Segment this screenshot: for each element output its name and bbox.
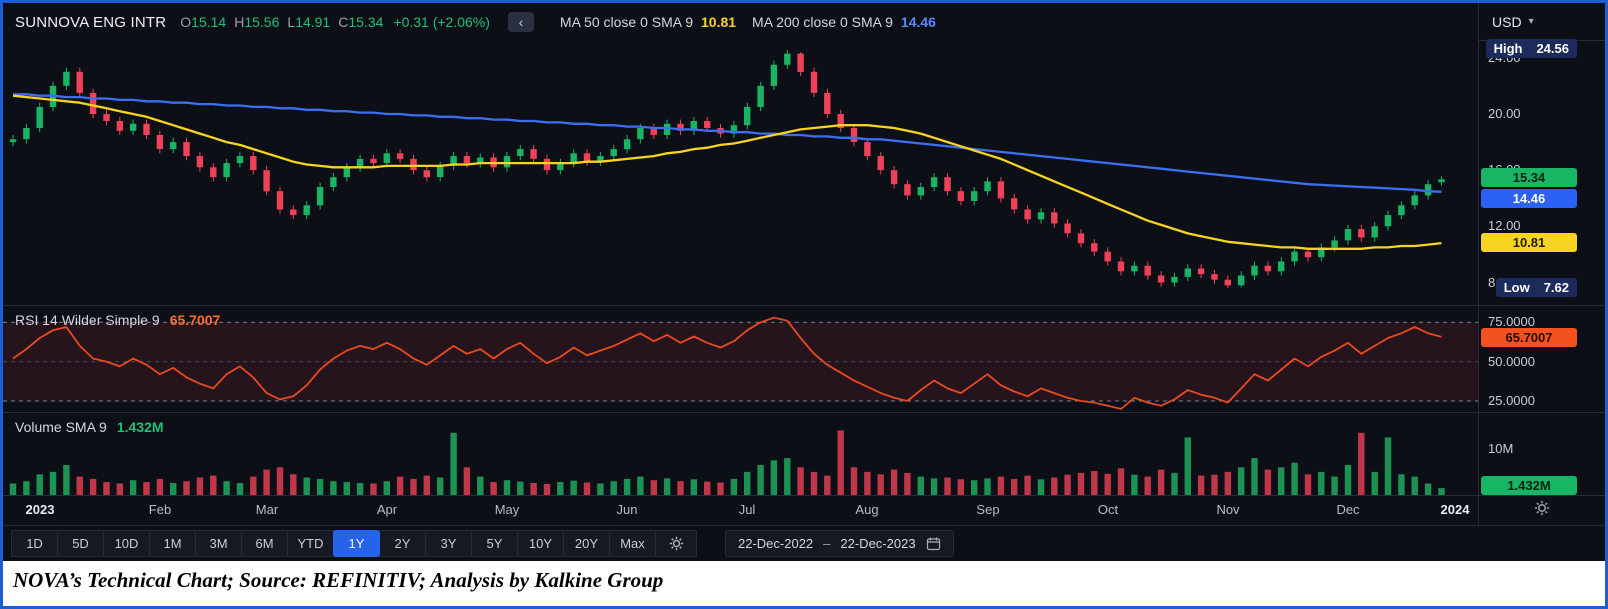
time-axis-label: Feb [148, 502, 172, 517]
volume-label: Volume SMA 9 [15, 419, 107, 435]
date-dash: – [823, 536, 831, 551]
range-button-5d[interactable]: 5D [57, 530, 104, 557]
range-button-max[interactable]: Max [609, 530, 656, 557]
date-range-picker[interactable]: 22-Dec-2022 – 22-Dec-2023 [725, 530, 954, 557]
date-from: 22-Dec-2022 [738, 536, 814, 551]
low-value: L14.91 [287, 14, 331, 30]
time-axis-label: May [494, 502, 520, 517]
range-button-1d[interactable]: 1D [11, 530, 58, 557]
time-axis-label: Sep [976, 502, 1000, 517]
date-to: 22-Dec-2023 [840, 536, 916, 551]
price-scale-column[interactable]: USD ▾ High 24.56 15.34 14.46 10.81 Low 7.6… [1478, 3, 1605, 525]
rsi-legend: RSI 14 Wilder Simple 9 65.7007 [15, 312, 220, 328]
calendar-icon [926, 536, 941, 551]
rsi-panel: RSI 14 Wilder Simple 9 65.7007 [3, 305, 1478, 412]
candles-layer [9, 49, 1445, 288]
range-button-20y[interactable]: 20Y [563, 530, 610, 557]
currency-selector[interactable]: USD ▾ [1478, 3, 1605, 41]
range-button-1y[interactable]: 1Y [333, 530, 380, 557]
panel-divider[interactable] [3, 305, 1605, 306]
range-button-5y[interactable]: 5Y [471, 530, 518, 557]
change-value: +0.31 (+2.06%) [393, 14, 490, 30]
price-scale-tick: 20.00 [1488, 106, 1521, 121]
chart-settings-gear-icon[interactable] [655, 530, 697, 557]
time-axis-label: 2024 [1440, 502, 1470, 517]
price-panel: SUNNOVA ENG INTR O15.14 H15.56 L14.91 C1… [3, 3, 1478, 305]
collapse-legend-button[interactable]: ‹ [507, 12, 534, 32]
time-axis-label: Mar [255, 502, 279, 517]
volume-bars [9, 430, 1445, 495]
ma50-line [12, 94, 1442, 250]
time-axis-label: Jul [738, 502, 756, 517]
close-value: C15.34 [338, 14, 384, 30]
chart-region: SUNNOVA ENG INTR O15.14 H15.56 L14.91 C1… [3, 3, 1605, 525]
time-axis[interactable]: 2023 Feb Mar Apr May Jun Jul Aug Sep Oct Nov Dec 202… [3, 495, 1478, 525]
range-button-2y[interactable]: 2Y [379, 530, 426, 557]
panel-divider[interactable] [3, 412, 1605, 413]
chevron-down-icon: ▾ [1528, 16, 1534, 27]
price-scale-tick: 12.00 [1488, 218, 1521, 233]
currency-label: USD [1492, 13, 1522, 30]
range-button-10d[interactable]: 10D [103, 530, 150, 557]
symbol-name: SUNNOVA ENG INTR [15, 13, 167, 31]
ma50-value: 10.81 [701, 14, 737, 30]
rsi-value: 65.7007 [169, 312, 221, 328]
scale-settings-gear-icon[interactable] [1534, 500, 1550, 516]
volume-scale-tick: 10M [1488, 441, 1514, 456]
caption: NOVA’s Technical Chart; Source: REFINITI… [3, 561, 1605, 606]
high-value: H15.56 [234, 14, 280, 30]
time-axis-label: Dec [1336, 502, 1360, 517]
open-value: O15.14 [180, 14, 227, 30]
last-price-badge: 15.34 [1481, 168, 1577, 187]
ma50-badge: 10.81 [1481, 233, 1577, 252]
volume-legend: Volume SMA 9 1.432M [15, 419, 164, 435]
high-badge: High 24.56 [1485, 39, 1577, 58]
time-axis-label: Nov [1216, 502, 1240, 517]
volume-panel: Volume SMA 9 1.432M [3, 412, 1478, 495]
time-axis-label: Apr [376, 502, 398, 517]
axis-divider [3, 495, 1605, 496]
range-button-1m[interactable]: 1M [149, 530, 196, 557]
range-button-3m[interactable]: 3M [195, 530, 242, 557]
time-axis-label: 2023 [25, 502, 55, 517]
ma200-value: 14.46 [900, 14, 936, 30]
toolbar: 1D 5D 10D 1M 3M 6M YTD 1Y 2Y 3Y 5Y 10Y 20Y Max 22-Dec… [3, 525, 1605, 561]
scale-divider [1478, 3, 1479, 525]
time-axis-label: Jun [616, 502, 638, 517]
range-button-10y[interactable]: 10Y [517, 530, 564, 557]
range-button-ytd[interactable]: YTD [287, 530, 334, 557]
volume-badge: 1.432M [1481, 476, 1577, 495]
volume-chart[interactable] [3, 412, 1478, 495]
time-axis-label: Oct [1097, 502, 1119, 517]
ma200-badge: 14.46 [1481, 189, 1577, 208]
ma200-label: MA 200 close 0 SMA 9 [752, 14, 893, 30]
volume-value: 1.432M [116, 419, 164, 435]
price-legend: SUNNOVA ENG INTR O15.14 H15.56 L14.91 C1… [15, 12, 936, 32]
range-buttons: 1D 5D 10D 1M 3M 6M YTD 1Y 2Y 3Y 5Y 10Y 20Y Max [11, 530, 656, 557]
rsi-badge: 65.7007 [1481, 328, 1577, 347]
caption-text: NOVA’s Technical Chart; Source: REFINITI… [13, 568, 664, 592]
range-button-6m[interactable]: 6M [241, 530, 288, 557]
time-axis-label: Aug [855, 502, 879, 517]
rsi-scale-tick: 75.0000 [1488, 314, 1535, 329]
low-badge: Low 7.62 [1495, 278, 1577, 297]
rsi-scale-tick: 50.0000 [1488, 354, 1535, 369]
rsi-line [12, 316, 1442, 410]
range-button-3y[interactable]: 3Y [425, 530, 472, 557]
candlestick-chart[interactable] [3, 3, 1478, 305]
rsi-label: RSI 14 Wilder Simple 9 [15, 312, 160, 328]
ma200-line [13, 93, 1442, 193]
rsi-chart[interactable] [3, 305, 1478, 412]
ma50-label: MA 50 close 0 SMA 9 [559, 14, 693, 30]
rsi-scale-tick: 25.0000 [1488, 393, 1535, 408]
